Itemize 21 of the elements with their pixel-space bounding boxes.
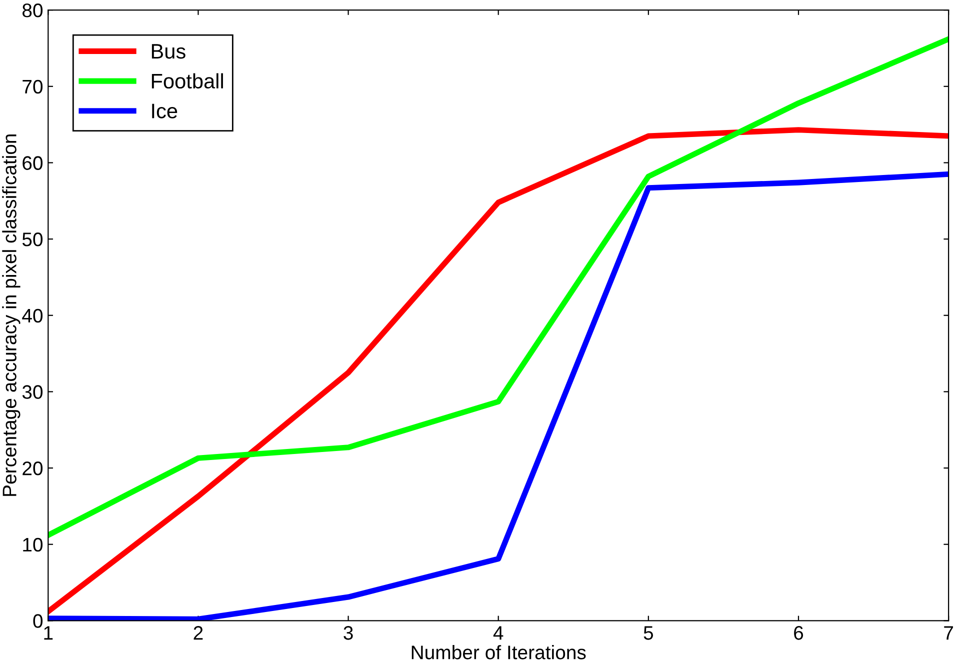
y-tick-label: 30 [22, 385, 43, 399]
x-tick-label: 2 [194, 626, 203, 640]
y-tick-label: 10 [23, 538, 43, 552]
x-tick-label: 7 [944, 626, 953, 640]
y-tick-label: 40 [22, 308, 43, 323]
y-tick-label: 20 [22, 461, 43, 476]
y-tick-label: 50 [22, 232, 43, 246]
x-tick-label: 4 [493, 626, 504, 640]
y-tick-label: 0 [33, 614, 43, 628]
y-tick-label: 60 [22, 156, 43, 170]
y-tick-label: 70 [22, 80, 43, 94]
x-axis-title: Number of Iterations [412, 645, 586, 660]
x-tick-label: 6 [794, 626, 804, 640]
legend-label: Ice [152, 104, 178, 118]
x-tick-label: 3 [344, 626, 353, 640]
x-tick-label: 1 [44, 626, 53, 640]
y-tick-label: 80 [22, 4, 43, 18]
legend-label: Football [152, 73, 223, 89]
x-tick-label: 5 [644, 626, 654, 640]
y-axis-title: Percentage accuracy in pixel classification [2, 134, 20, 496]
legend-label: Bus [152, 44, 186, 59]
